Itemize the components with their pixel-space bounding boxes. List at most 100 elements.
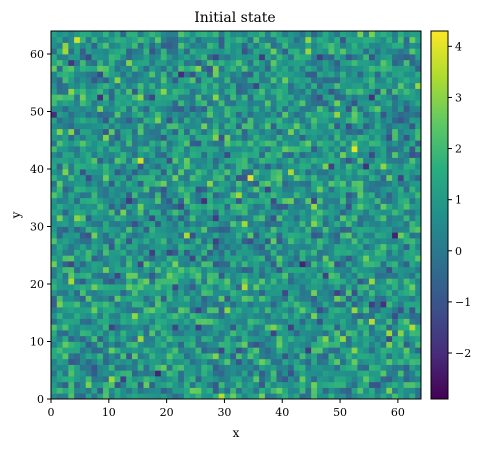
- heatmap-cell: [131, 140, 139, 147]
- heatmap-cell: [299, 59, 306, 66]
- heatmap-cell: [241, 364, 248, 371]
- heatmap-cell: [328, 243, 335, 250]
- heatmap-cell: [334, 307, 341, 314]
- heatmap-cell: [345, 370, 353, 377]
- heatmap-cell: [114, 42, 121, 49]
- heatmap-cell: [282, 146, 289, 153]
- heatmap-cell: [264, 266, 272, 273]
- heatmap-cell: [79, 197, 87, 204]
- heatmap-cell: [51, 128, 58, 135]
- heatmap-cell: [143, 261, 150, 268]
- heatmap-cell: [166, 197, 173, 204]
- heatmap-cell: [386, 94, 393, 101]
- heatmap-cell: [195, 65, 202, 72]
- heatmap-cell: [68, 324, 75, 331]
- heatmap-cell: [230, 169, 237, 176]
- heatmap-cell: [218, 301, 225, 308]
- heatmap-cell: [392, 341, 399, 348]
- heatmap-cell: [409, 169, 416, 176]
- heatmap-cell: [409, 220, 416, 227]
- heatmap-cell: [288, 353, 295, 360]
- heatmap-cell: [212, 209, 220, 216]
- heatmap-cell: [224, 186, 231, 193]
- heatmap-cell: [160, 289, 168, 296]
- heatmap-cell: [56, 82, 63, 89]
- heatmap-cell: [178, 192, 185, 199]
- heatmap-cell: [380, 312, 387, 319]
- heatmap-cell: [305, 226, 312, 233]
- heatmap-cell: [97, 312, 104, 319]
- heatmap-cell: [160, 128, 168, 135]
- heatmap-cell: [143, 307, 150, 314]
- heatmap-cell: [270, 100, 277, 107]
- heatmap-cell: [143, 71, 150, 78]
- heatmap-cell: [293, 100, 300, 107]
- heatmap-cell: [259, 370, 266, 377]
- heatmap-cell: [276, 111, 283, 118]
- heatmap-cell: [56, 307, 63, 314]
- heatmap-cell: [363, 370, 370, 377]
- heatmap-cell: [97, 163, 104, 170]
- heatmap-cell: [357, 312, 364, 319]
- heatmap-cell: [212, 278, 220, 285]
- heatmap-cell: [322, 180, 329, 187]
- heatmap-cell: [409, 272, 416, 279]
- heatmap-cell: [224, 36, 231, 43]
- heatmap-cell: [392, 381, 399, 388]
- heatmap-cell: [299, 266, 306, 273]
- heatmap-cell: [322, 301, 329, 308]
- heatmap-cell: [178, 393, 185, 400]
- heatmap-cell: [264, 82, 272, 89]
- heatmap-cell: [131, 169, 139, 176]
- heatmap-cell: [74, 123, 81, 130]
- heatmap-cell: [409, 54, 416, 61]
- heatmap-cell: [114, 94, 121, 101]
- heatmap-cell: [386, 203, 393, 210]
- heatmap-cell: [368, 335, 376, 342]
- heatmap-cell: [183, 36, 191, 43]
- heatmap-cell: [79, 42, 87, 49]
- heatmap-cell: [288, 36, 295, 43]
- heatmap-cell: [270, 335, 277, 342]
- heatmap-cell: [103, 289, 110, 296]
- heatmap-cell: [299, 100, 306, 107]
- heatmap-cell: [183, 249, 191, 256]
- heatmap-cell: [51, 278, 58, 285]
- heatmap-cell: [85, 393, 92, 400]
- heatmap-cell: [247, 82, 254, 89]
- heatmap-cell: [415, 134, 422, 141]
- heatmap-cell: [363, 54, 370, 61]
- heatmap-cell: [51, 169, 58, 176]
- heatmap-cell: [264, 238, 272, 245]
- heatmap-cell: [230, 186, 237, 193]
- heatmap-cell: [409, 232, 416, 239]
- heatmap-cell: [56, 31, 63, 38]
- x-axis-label: x: [233, 426, 240, 440]
- heatmap-cell: [288, 197, 295, 204]
- heatmap-cell: [276, 232, 283, 239]
- heatmap-cell: [155, 82, 162, 89]
- heatmap-cell: [189, 123, 196, 130]
- heatmap-cell: [166, 140, 173, 147]
- heatmap-cell: [143, 48, 150, 55]
- heatmap-cell: [345, 335, 353, 342]
- heatmap-cell: [236, 31, 243, 38]
- heatmap-cell: [79, 77, 87, 84]
- heatmap-cell: [340, 249, 347, 256]
- heatmap-cell: [276, 36, 283, 43]
- heatmap-cell: [155, 180, 162, 187]
- heatmap-cell: [189, 261, 196, 268]
- heatmap-cell: [85, 364, 92, 371]
- heatmap-cell: [276, 255, 283, 262]
- heatmap-cell: [224, 105, 231, 112]
- heatmap-cell: [97, 94, 104, 101]
- heatmap-cell: [305, 295, 312, 302]
- heatmap-cell: [103, 36, 110, 43]
- heatmap-cell: [340, 307, 347, 314]
- heatmap-cell: [108, 393, 115, 400]
- heatmap-cell: [178, 134, 185, 141]
- heatmap-cell: [103, 312, 110, 319]
- heatmap-cell: [276, 71, 283, 78]
- heatmap-cell: [293, 71, 300, 78]
- heatmap-cell: [224, 261, 231, 268]
